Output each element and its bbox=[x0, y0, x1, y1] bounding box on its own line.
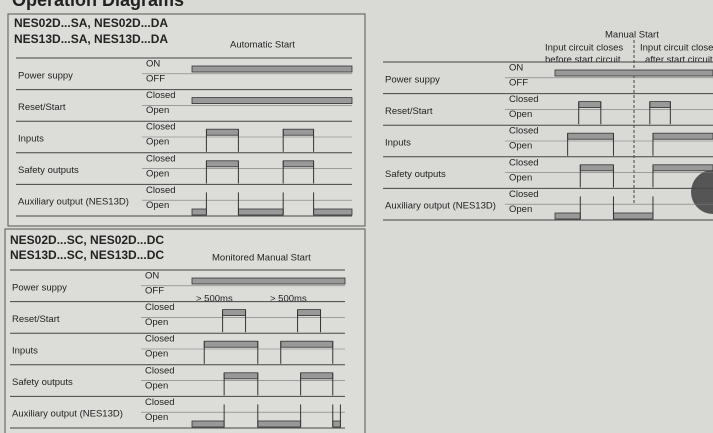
state-label: Closed bbox=[509, 157, 539, 168]
state-label: Closed bbox=[146, 90, 176, 101]
signal-level bbox=[191, 97, 353, 104]
signal-label: Safety outputs bbox=[12, 377, 73, 388]
signal-level bbox=[237, 208, 284, 216]
state-label: ON bbox=[145, 271, 159, 282]
state-label: Open bbox=[509, 204, 532, 215]
state-label: Closed bbox=[509, 126, 539, 137]
panel-box bbox=[7, 13, 366, 227]
model-name: NES13D...SA, NES13D...DA bbox=[14, 32, 168, 46]
state-label: Closed bbox=[145, 397, 175, 408]
mode-title: Manual Start bbox=[605, 30, 659, 41]
signal-level bbox=[300, 372, 334, 380]
signal-level bbox=[191, 420, 225, 428]
signal-label: Power suppy bbox=[18, 70, 73, 81]
signal-level bbox=[567, 132, 614, 140]
signal-level bbox=[223, 372, 259, 380]
signal-level bbox=[203, 340, 259, 348]
state-label: Open bbox=[146, 200, 169, 211]
signal-level bbox=[652, 164, 713, 172]
note: > 500ms bbox=[196, 294, 233, 305]
state-label: Open bbox=[146, 168, 169, 179]
signal-label: Reset/Start bbox=[385, 106, 433, 117]
state-label: ON bbox=[146, 59, 160, 70]
signal-level bbox=[613, 212, 654, 220]
signal-level bbox=[257, 420, 302, 428]
signal-level bbox=[578, 101, 602, 108]
state-label: Closed bbox=[509, 94, 539, 105]
state-label: Open bbox=[145, 380, 168, 391]
state-label: Closed bbox=[145, 302, 175, 313]
state-label: Open bbox=[145, 317, 168, 328]
signal-level bbox=[554, 212, 581, 220]
signal-level bbox=[205, 128, 239, 136]
mode-title: Monitored Manual Start bbox=[212, 253, 311, 264]
signal-level bbox=[280, 340, 334, 348]
signal-label: Inputs bbox=[18, 134, 44, 145]
note: > 500ms bbox=[270, 294, 307, 305]
mode-title: Automatic Start bbox=[230, 40, 295, 51]
state-label: Open bbox=[145, 412, 168, 423]
state-label: OFF bbox=[509, 78, 528, 89]
signal-level bbox=[191, 65, 353, 73]
state-label: Open bbox=[509, 141, 532, 152]
signal-label: Inputs bbox=[12, 346, 38, 357]
state-label: Closed bbox=[145, 334, 175, 345]
model-name: NES02D...SA, NES02D...DA bbox=[14, 16, 168, 30]
note: Input circuit close bbox=[640, 43, 713, 54]
note: Input circuit closes bbox=[545, 43, 623, 54]
state-label: Closed bbox=[145, 365, 175, 376]
signal-level bbox=[649, 101, 671, 108]
signal-level bbox=[313, 208, 353, 216]
signal-label: Inputs bbox=[385, 138, 411, 149]
signal-label: Safety outputs bbox=[385, 169, 446, 180]
state-label: Open bbox=[509, 172, 532, 183]
state-label: Closed bbox=[146, 153, 176, 164]
panel-box bbox=[4, 228, 366, 433]
state-label: Open bbox=[146, 105, 169, 116]
signal-label: Reset/Start bbox=[12, 314, 60, 325]
signal-level bbox=[652, 132, 713, 140]
page-title: Operation Diagrams bbox=[12, 0, 184, 10]
model-name: NES13D...SC, NES13D...DC bbox=[10, 248, 164, 262]
model-name: NES02D...SC, NES02D...DC bbox=[10, 233, 164, 247]
signal-level bbox=[205, 160, 239, 168]
photo-shadow bbox=[691, 170, 713, 214]
state-label: ON bbox=[509, 63, 523, 74]
signal-level bbox=[222, 309, 246, 317]
signal-level bbox=[297, 309, 321, 317]
signal-label: Power suppy bbox=[385, 74, 440, 85]
signal-level bbox=[554, 69, 713, 77]
state-label: Open bbox=[509, 109, 532, 120]
state-label: Open bbox=[145, 349, 168, 360]
state-label: OFF bbox=[146, 74, 165, 85]
signal-level bbox=[191, 208, 207, 216]
signal-label: Auxiliary output (NES13D) bbox=[385, 201, 496, 212]
signal-label: Auxiliary output (NES13D) bbox=[12, 409, 123, 420]
signal-level bbox=[282, 160, 315, 168]
state-label: Closed bbox=[146, 185, 176, 196]
signal-label: Reset/Start bbox=[18, 102, 66, 113]
signal-label: Safety outputs bbox=[18, 165, 79, 176]
signal-level bbox=[191, 277, 346, 285]
note: before start circuit bbox=[545, 55, 621, 66]
signal-level bbox=[579, 164, 614, 172]
note: after start circuit bbox=[645, 55, 713, 66]
state-label: Closed bbox=[146, 122, 176, 133]
signal-label: Power suppy bbox=[12, 282, 67, 293]
state-label: Closed bbox=[509, 189, 539, 200]
signal-label: Auxiliary output (NES13D) bbox=[18, 197, 129, 208]
signal-level bbox=[282, 128, 315, 136]
state-label: OFF bbox=[145, 286, 164, 297]
state-label: Open bbox=[146, 137, 169, 148]
signal-level bbox=[332, 420, 341, 428]
